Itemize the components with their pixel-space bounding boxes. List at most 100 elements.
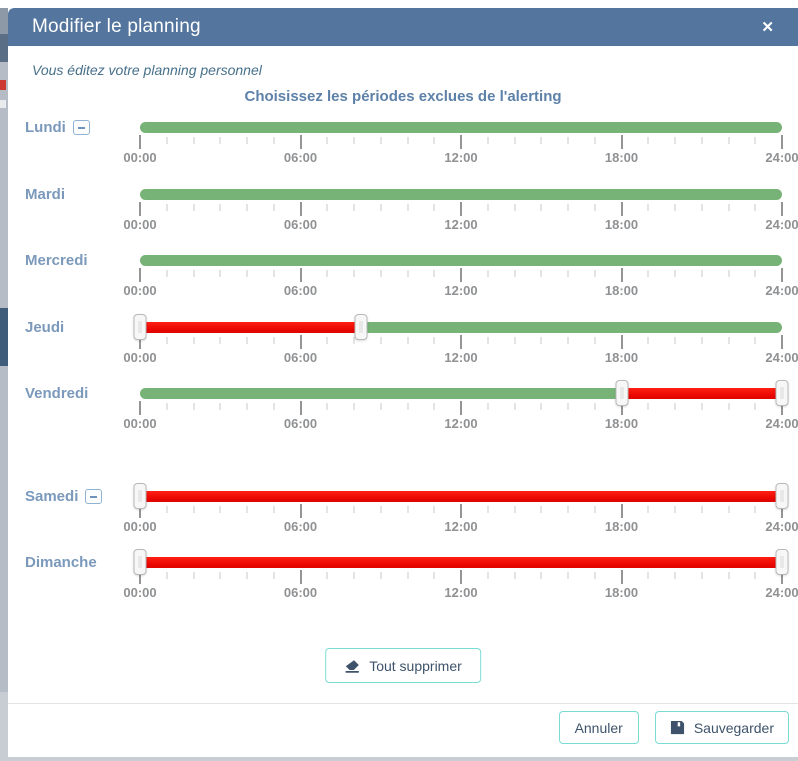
minor-tick — [701, 204, 702, 211]
minor-tick — [648, 572, 649, 579]
day-name: Mercredi — [25, 252, 88, 269]
minor-tick — [675, 204, 676, 211]
slider-handle[interactable] — [615, 380, 628, 406]
minor-tick — [594, 403, 595, 410]
major-tick — [300, 202, 302, 216]
minor-tick — [541, 337, 542, 344]
tick-label: 12:00 — [444, 150, 477, 165]
time-range-slider[interactable]: 00:0006:0012:0018:0024:00 — [140, 557, 782, 603]
slider-bar — [140, 255, 782, 266]
minor-tick — [728, 572, 729, 579]
time-range-slider[interactable]: 00:0006:0012:0018:0024:00 — [140, 122, 782, 168]
minor-tick — [354, 270, 355, 277]
slider-handle[interactable] — [776, 549, 789, 575]
minor-tick — [487, 137, 488, 144]
minor-tick — [273, 270, 274, 277]
tick-label: 06:00 — [284, 283, 317, 298]
minor-tick — [434, 572, 435, 579]
tick-label: 06:00 — [284, 416, 317, 431]
tick-label: 00:00 — [123, 585, 156, 600]
major-tick — [621, 202, 623, 216]
cancel-button[interactable]: Annuler — [559, 711, 639, 744]
slider-bar — [140, 189, 782, 200]
minor-tick — [220, 204, 221, 211]
collapse-toggle-icon[interactable] — [73, 120, 90, 135]
time-range-slider[interactable]: 00:0006:0012:0018:0024:00 — [140, 491, 782, 537]
minor-tick — [648, 204, 649, 211]
major-tick — [300, 135, 302, 149]
minor-tick — [247, 337, 248, 344]
cancel-label: Annuler — [575, 720, 623, 736]
tick-label: 24:00 — [765, 150, 798, 165]
save-button[interactable]: Sauvegarder — [655, 711, 789, 744]
slider-handle[interactable] — [134, 314, 147, 340]
clear-all-button[interactable]: Tout supprimer — [325, 648, 481, 683]
minor-tick — [594, 204, 595, 211]
major-tick — [460, 335, 462, 349]
save-label: Sauvegarder — [694, 720, 774, 736]
minor-tick — [247, 137, 248, 144]
major-tick — [621, 135, 623, 149]
close-icon[interactable]: ✕ — [761, 20, 774, 35]
save-icon — [670, 720, 685, 735]
minor-tick — [728, 506, 729, 513]
background-block — [0, 34, 8, 62]
minor-tick — [407, 572, 408, 579]
minor-tick — [380, 270, 381, 277]
active-period-segment — [140, 388, 622, 399]
excluded-period-segment — [622, 388, 783, 399]
active-period-segment — [361, 322, 782, 333]
minor-tick — [193, 403, 194, 410]
day-label: Samedi — [25, 488, 102, 505]
active-period-segment — [140, 255, 782, 266]
time-range-slider[interactable]: 00:0006:0012:0018:0024:00 — [140, 255, 782, 301]
minor-tick — [568, 572, 569, 579]
slider-bar — [140, 388, 782, 399]
minor-tick — [514, 137, 515, 144]
minor-tick — [755, 506, 756, 513]
minor-tick — [675, 270, 676, 277]
minor-tick — [166, 337, 167, 344]
modal-title: Modifier le planning — [32, 16, 201, 38]
slider-bar — [140, 322, 782, 333]
time-range-slider[interactable]: 00:0006:0012:0018:0024:00 — [140, 388, 782, 434]
collapse-toggle-icon[interactable] — [85, 489, 102, 504]
minor-tick — [514, 572, 515, 579]
minor-tick — [193, 204, 194, 211]
minor-tick — [594, 270, 595, 277]
slider-handle[interactable] — [776, 380, 789, 406]
slider-handle[interactable] — [776, 483, 789, 509]
major-tick — [460, 202, 462, 216]
minor-tick — [327, 572, 328, 579]
slider-bar — [140, 491, 782, 502]
minor-tick — [407, 137, 408, 144]
minor-tick — [648, 506, 649, 513]
minor-tick — [434, 403, 435, 410]
day-name: Vendredi — [25, 385, 88, 402]
minor-tick — [541, 403, 542, 410]
modal-modifier-le-planning: Modifier le planning ✕ Vous éditez votre… — [8, 8, 798, 757]
slider-handle[interactable] — [134, 483, 147, 509]
slider-handle[interactable] — [134, 549, 147, 575]
active-period-segment — [140, 122, 782, 133]
major-tick — [300, 504, 302, 518]
tick-label: 12:00 — [444, 585, 477, 600]
time-range-slider[interactable]: 00:0006:0012:0018:0024:00 — [140, 322, 782, 368]
minor-tick — [568, 270, 569, 277]
background-sidebar-block — [0, 308, 8, 366]
major-tick — [300, 335, 302, 349]
background-block — [0, 8, 8, 34]
background-red-mark — [0, 80, 6, 90]
tick-label: 18:00 — [605, 519, 638, 534]
time-range-slider[interactable]: 00:0006:0012:0018:0024:00 — [140, 189, 782, 235]
major-tick — [621, 268, 623, 282]
minor-tick — [247, 506, 248, 513]
slider-handle[interactable] — [354, 314, 367, 340]
minor-tick — [514, 506, 515, 513]
minor-tick — [380, 403, 381, 410]
minor-tick — [487, 506, 488, 513]
day-label: Lundi — [25, 119, 90, 136]
minor-tick — [380, 337, 381, 344]
tick-label: 00:00 — [123, 350, 156, 365]
slider-bar — [140, 122, 782, 133]
